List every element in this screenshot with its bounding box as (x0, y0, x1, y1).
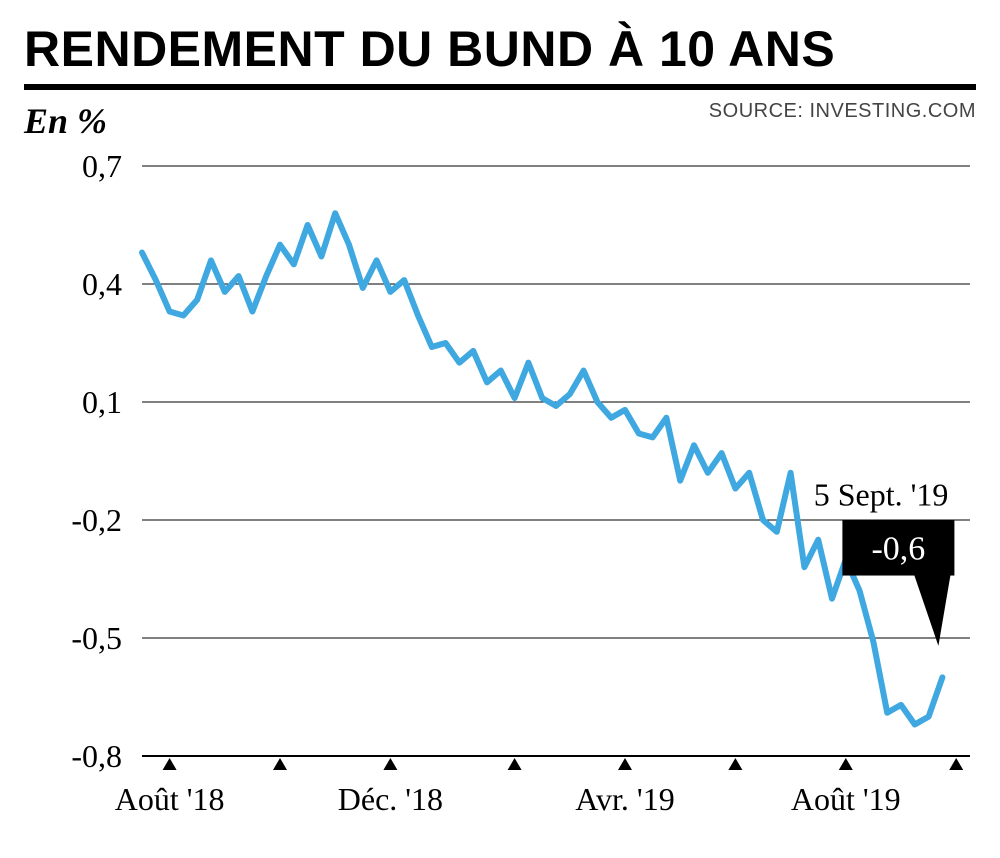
y-tick-label: 0,4 (82, 266, 122, 302)
x-tick-label: Août '19 (791, 781, 901, 817)
y-tick-label: 0,1 (82, 384, 122, 420)
chart-area: 0,7 0,4 0,1 -0,2 -0,5 -0,8 Août '18 Déc. '18 Avr… (24, 146, 976, 846)
callout-value: -0,6 (871, 531, 925, 568)
x-tick-marker (728, 758, 742, 770)
series-line (142, 213, 942, 724)
x-tick-marker (508, 758, 522, 770)
x-tick-marker (383, 758, 397, 770)
line-chart: 0,7 0,4 0,1 -0,2 -0,5 -0,8 Août '18 Déc. '18 Avr… (24, 146, 976, 846)
x-tick-label: Avr. '19 (575, 781, 674, 817)
y-tick-label: 0,7 (82, 148, 122, 184)
y-tick-label: -0,5 (71, 620, 122, 656)
callout-pointer (914, 576, 950, 646)
x-tick-marker (163, 758, 177, 770)
x-tick-label: Août '18 (115, 781, 225, 817)
y-tick-label: -0,8 (71, 738, 122, 774)
callout-date: 5 Sept. '19 (814, 477, 949, 513)
unit-label: En % (24, 100, 107, 142)
x-tick-marker (949, 758, 963, 770)
x-tick-marker (618, 758, 632, 770)
chart-title: RENDEMENT DU BUND À 10 ANS (24, 20, 976, 78)
x-tick-marker (273, 758, 287, 770)
x-tick-label: Déc. '18 (338, 781, 443, 817)
y-tick-label: -0,2 (71, 502, 122, 538)
source-label: SOURCE: INVESTING.COM (709, 100, 976, 123)
x-tick-marker (839, 758, 853, 770)
title-underline (24, 84, 976, 90)
